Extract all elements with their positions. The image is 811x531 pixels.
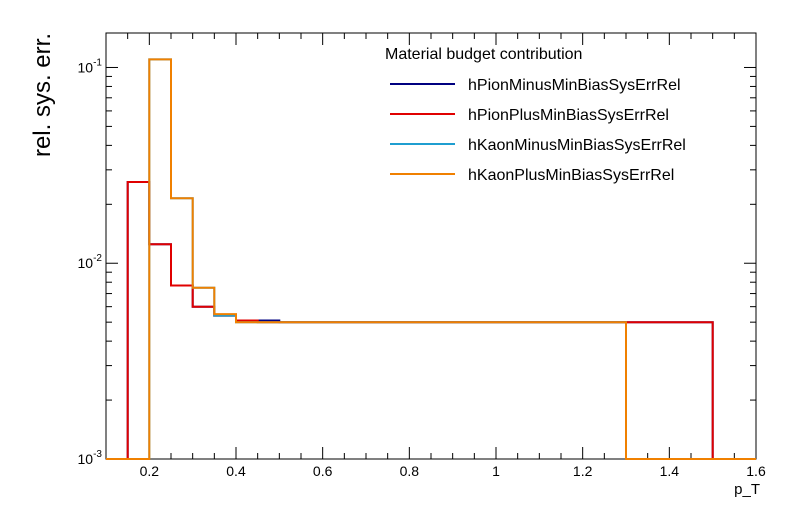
x-tick-label: 1	[492, 463, 500, 479]
series-group	[106, 58, 756, 460]
x-tick-label: 0.6	[313, 463, 333, 479]
legend-label: hKaonPlusMinBiasSysErrRel	[468, 167, 674, 184]
x-tick-label: 1.6	[746, 463, 766, 479]
plot-frame	[105, 32, 757, 460]
series-line	[106, 181, 756, 460]
legend-label: hPionPlusMinBiasSysErrRel	[468, 107, 669, 124]
legend-title: Material budget contribution	[385, 46, 582, 63]
legend-entries: hPionMinusMinBiasSysErrRel hPionPlusMinBi…	[390, 77, 686, 184]
x-axis-title: p_T	[734, 481, 760, 498]
axis-ticks: 0.2 0.4 0.6 0.8 1 1.2 1.4 1.6 10-3 10-2 10-1	[78, 33, 766, 479]
series-line	[106, 181, 756, 460]
legend-label: hKaonMinusMinBiasSysErrRel	[468, 137, 686, 154]
x-tick-label: 1.2	[573, 463, 593, 479]
x-tick-label: 0.2	[140, 463, 160, 479]
x-tick-label: 1.4	[660, 463, 680, 479]
y-tick-label: 10-2	[78, 253, 103, 271]
y-tick-label: 10-3	[78, 449, 103, 467]
series-line	[106, 58, 756, 460]
y-axis-title: rel. sys. err.	[29, 33, 56, 157]
y-tick-label: 10-1	[78, 57, 103, 75]
legend-label: hPionMinusMinBiasSysErrRel	[468, 77, 681, 94]
legend: Material budget contribution hPionMinusM…	[385, 46, 686, 184]
x-tick-label: 0.8	[400, 463, 420, 479]
x-tick-label: 0.4	[226, 463, 246, 479]
